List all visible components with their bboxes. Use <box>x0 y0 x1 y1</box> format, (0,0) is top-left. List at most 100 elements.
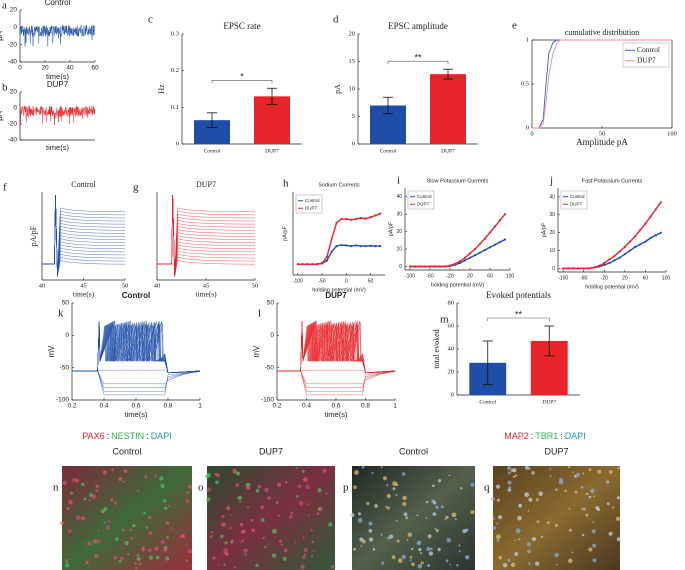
cell <box>531 536 537 542</box>
x-tick-label: -100 <box>558 275 568 281</box>
series-marker <box>453 262 457 265</box>
cell <box>419 540 422 543</box>
y-tick-label: 0 <box>176 140 179 147</box>
series-marker <box>335 221 338 224</box>
legend-label: Control <box>637 45 660 54</box>
cell <box>591 529 596 534</box>
cell <box>97 529 100 532</box>
series-marker <box>473 247 477 251</box>
series-marker <box>369 244 372 247</box>
cell <box>385 505 387 508</box>
cell <box>322 468 327 473</box>
trace <box>72 369 201 374</box>
cell <box>100 509 105 514</box>
y-tick-label: -40 <box>8 59 18 66</box>
cell <box>141 545 145 549</box>
y-tick-label: 30 <box>549 212 555 218</box>
cell <box>407 532 412 537</box>
series-marker <box>592 266 596 269</box>
cell <box>401 554 406 560</box>
cell <box>581 507 584 511</box>
cell <box>330 564 335 569</box>
cell <box>134 562 137 565</box>
y-tick-label: 40 <box>549 194 555 200</box>
series-marker <box>644 222 647 225</box>
cell <box>403 512 408 517</box>
series-marker <box>340 217 343 221</box>
trace <box>157 194 256 277</box>
series-marker <box>468 256 472 259</box>
cell <box>96 539 101 543</box>
cell <box>60 521 64 525</box>
y-tick-label: 15 <box>349 58 356 65</box>
cell <box>154 474 158 477</box>
y-tick-label: 0 <box>270 332 274 339</box>
y-tick-label: 20 <box>448 368 455 375</box>
panel: b DUP7 20 0 -20 -40 time(s) pA <box>0 80 96 152</box>
cell <box>294 541 297 544</box>
series-marker <box>659 201 662 204</box>
series-marker <box>562 267 565 270</box>
cell <box>303 477 308 482</box>
series-marker <box>503 238 507 241</box>
stain-separator: : <box>531 431 534 441</box>
cell <box>261 518 265 522</box>
cell <box>417 563 423 569</box>
cell <box>571 551 574 554</box>
series-marker <box>649 215 652 218</box>
series-marker <box>498 219 502 222</box>
trace <box>277 370 396 396</box>
series-marker <box>413 265 417 268</box>
y-axis-label: mV <box>47 345 56 358</box>
cell <box>572 471 574 474</box>
y-tick-label: 80 <box>448 299 455 306</box>
y-tick-label: 20 <box>349 30 356 37</box>
x-tick-label: 0.2 <box>67 403 76 410</box>
cell <box>360 545 363 548</box>
y-axis-label: pA/pF <box>388 221 394 236</box>
cell <box>581 533 585 537</box>
cell <box>588 468 592 471</box>
series-marker <box>639 243 642 246</box>
cell <box>81 482 85 487</box>
cell <box>371 471 374 475</box>
series-line <box>532 39 672 129</box>
cell <box>83 497 87 501</box>
cell <box>582 472 585 475</box>
cell <box>68 500 73 505</box>
cell <box>120 556 124 561</box>
x-tick-label: -20 <box>446 273 453 279</box>
series-marker <box>345 244 348 247</box>
cell <box>226 506 231 511</box>
cell <box>357 512 362 516</box>
cell <box>160 483 165 488</box>
cell <box>132 523 136 528</box>
stain-name: TBR1 <box>535 431 558 441</box>
x-tick-label: 60 <box>487 273 493 279</box>
cell <box>386 506 390 510</box>
cell <box>103 507 108 511</box>
cell <box>155 555 160 560</box>
cell <box>568 508 571 510</box>
cell <box>420 561 424 565</box>
y-tick-label: 10 <box>349 85 356 92</box>
series-marker <box>364 245 367 248</box>
x-tick-label: 0.8 <box>361 403 370 410</box>
series-marker <box>345 217 348 221</box>
x-axis-label: Amplitude pA <box>576 137 628 147</box>
cell <box>296 495 299 498</box>
y-tick-label: 40 <box>396 194 402 200</box>
x-tick-label: 0 <box>345 278 348 284</box>
legend-label: DUP7 <box>305 205 318 210</box>
cell <box>110 498 114 502</box>
cell <box>285 481 288 484</box>
cell <box>507 480 512 485</box>
cell <box>311 540 314 543</box>
cell <box>221 514 225 519</box>
cell <box>496 522 499 525</box>
x-tick-label: 45 <box>80 282 87 289</box>
y-tick-label: 50 <box>267 300 275 307</box>
x-tick-label: -50 <box>318 278 325 284</box>
cell <box>353 485 357 490</box>
